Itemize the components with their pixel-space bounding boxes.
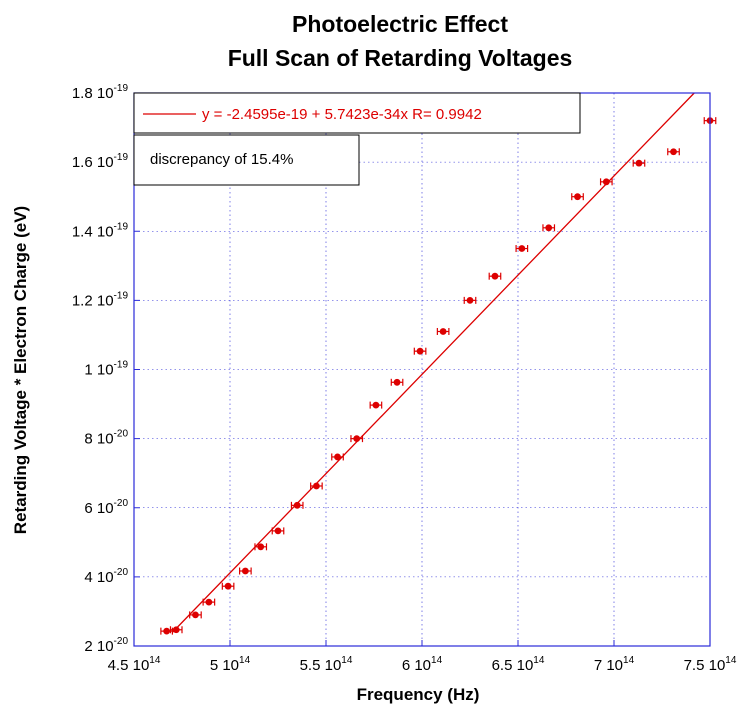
data-point xyxy=(436,327,450,335)
y-tick-label: 6 10-20 xyxy=(84,498,128,517)
y-tick-label: 8 10-20 xyxy=(84,429,128,448)
y-tick-label: 1.2 10-19 xyxy=(72,290,129,309)
point-marker xyxy=(491,272,499,280)
point-marker xyxy=(353,435,361,443)
chart-title-line-2: Full Scan of Retarding Voltages xyxy=(228,45,573,71)
point-marker xyxy=(393,378,401,386)
x-tick-label: 7.5 1014 xyxy=(684,655,737,674)
legend: y = -2.4595e-19 + 5.7423e-34x R= 0.9942 xyxy=(133,92,581,134)
data-point xyxy=(488,272,502,280)
annotation-box: discrepancy of 15.4% xyxy=(133,134,360,186)
point-marker xyxy=(163,627,171,635)
annotation-discrepancy: discrepancy of 15.4% xyxy=(150,151,293,168)
data-point xyxy=(463,296,477,304)
chart-title-line-1: Photoelectric Effect xyxy=(292,11,508,37)
point-marker xyxy=(274,527,282,535)
y-tick-label: 1.8 10-19 xyxy=(72,83,129,102)
data-point xyxy=(571,193,584,201)
point-marker xyxy=(334,453,341,461)
point-marker xyxy=(192,611,199,619)
data-point xyxy=(310,482,323,490)
x-tick-label: 6 1014 xyxy=(402,655,443,674)
x-tick-label: 7 1014 xyxy=(594,655,635,674)
data-point xyxy=(599,178,613,186)
data-point xyxy=(290,501,304,509)
point-marker xyxy=(602,178,610,186)
point-marker xyxy=(670,148,677,156)
point-marker xyxy=(224,582,232,590)
data-point xyxy=(271,527,285,535)
annotation-frame xyxy=(133,134,360,186)
grid xyxy=(134,93,710,646)
data-point xyxy=(390,378,404,386)
point-marker xyxy=(172,626,180,634)
point-marker xyxy=(416,347,424,355)
data-point xyxy=(221,582,235,590)
data-point xyxy=(667,148,680,156)
axis-ticks: 4.5 1014 5 1014 5.5 1014 6 1014 6.5 1014 7 10… xyxy=(72,83,737,674)
x-tick-label: 6.5 1014 xyxy=(492,655,545,674)
point-marker xyxy=(518,245,526,252)
data-point xyxy=(160,627,173,635)
point-marker xyxy=(257,543,265,551)
x-tick-label: 5 1014 xyxy=(210,655,251,674)
legend-frame xyxy=(133,92,581,134)
point-marker xyxy=(545,224,553,232)
x-tick-label: 4.5 1014 xyxy=(108,655,161,674)
data-point xyxy=(515,245,529,253)
y-axis-label: Retarding Voltage * Electron Charge (eV) xyxy=(11,206,30,534)
x-tick-label: 5.5 1014 xyxy=(300,655,353,674)
point-marker xyxy=(635,159,643,167)
y-tick-label: 1 10-19 xyxy=(84,360,128,379)
data-points xyxy=(160,117,717,635)
point-marker xyxy=(466,296,474,304)
point-marker xyxy=(313,482,320,490)
x-axis-label: Frequency (Hz) xyxy=(357,685,480,704)
legend-fit-equation: y = -2.4595e-19 + 5.7423e-34x R= 0.9942 xyxy=(202,106,482,123)
data-point xyxy=(254,543,268,551)
y-tick-label: 4 10-20 xyxy=(84,567,128,586)
y-tick-label: 1.4 10-19 xyxy=(72,221,129,240)
data-point xyxy=(632,159,646,167)
data-point xyxy=(202,598,216,606)
data-point xyxy=(239,567,252,575)
data-point xyxy=(350,435,364,443)
data-point xyxy=(542,224,556,232)
y-tick-label: 2 10-20 xyxy=(84,636,128,655)
data-point xyxy=(413,347,427,355)
point-marker xyxy=(241,567,249,575)
data-point xyxy=(331,453,344,461)
point-marker xyxy=(574,193,581,201)
data-point xyxy=(169,626,183,634)
point-marker xyxy=(439,328,447,335)
point-marker xyxy=(293,501,301,509)
data-point xyxy=(369,401,383,409)
y-tick-label: 1.6 10-19 xyxy=(72,152,129,171)
data-point xyxy=(189,611,202,619)
point-marker xyxy=(205,598,213,606)
point-marker xyxy=(372,401,380,409)
